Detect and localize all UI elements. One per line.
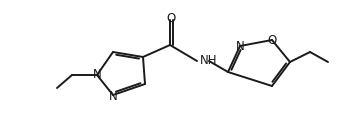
Text: N: N xyxy=(108,90,117,103)
Text: O: O xyxy=(166,12,176,25)
Text: N: N xyxy=(236,40,244,53)
Text: NH: NH xyxy=(200,55,218,68)
Text: O: O xyxy=(267,34,277,46)
Text: N: N xyxy=(92,68,101,81)
